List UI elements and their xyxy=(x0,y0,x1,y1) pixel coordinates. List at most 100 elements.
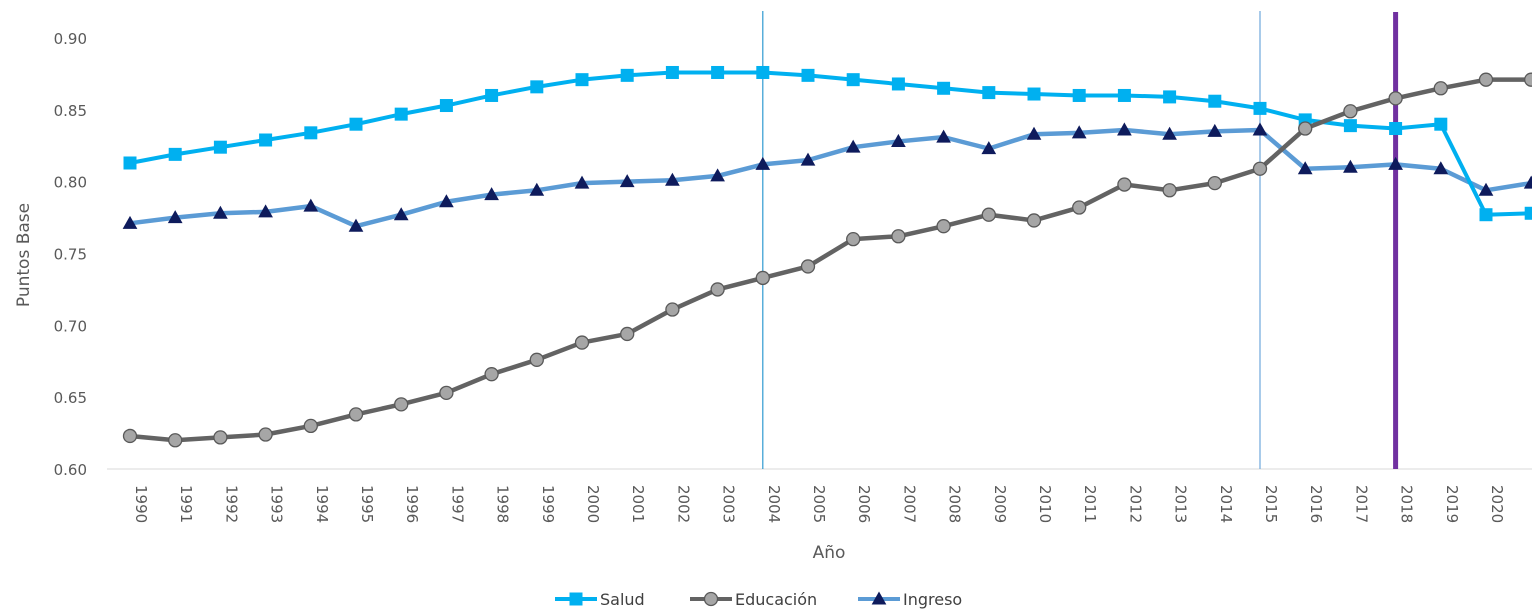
data-point xyxy=(1388,91,1403,106)
data-point xyxy=(756,65,770,79)
data-point xyxy=(936,219,951,234)
data-point xyxy=(845,139,861,153)
data-point xyxy=(665,302,680,317)
x-tick-label: 2017 xyxy=(1352,485,1370,523)
data-point xyxy=(755,156,771,170)
data-point xyxy=(1434,117,1448,131)
data-point xyxy=(1072,200,1087,215)
data-point xyxy=(1253,101,1267,115)
data-point xyxy=(981,207,996,222)
data-point xyxy=(1027,87,1041,101)
data-point xyxy=(1433,161,1449,175)
data-point xyxy=(1207,123,1223,137)
x-tick-label: 2009 xyxy=(991,485,1009,523)
data-point xyxy=(1388,156,1403,170)
data-point xyxy=(484,367,499,382)
data-point xyxy=(439,194,454,208)
legend: Salud Educación Ingreso xyxy=(555,590,962,609)
data-point xyxy=(800,259,816,274)
data-point xyxy=(800,152,816,166)
legend-item-ingreso: Ingreso xyxy=(858,590,962,609)
data-point xyxy=(529,352,544,367)
x-tick-label: 2015 xyxy=(1262,485,1280,523)
series-line xyxy=(129,70,1532,217)
data-point xyxy=(891,77,905,91)
data-point xyxy=(213,430,228,445)
data-point xyxy=(1117,88,1131,102)
series-salud xyxy=(123,65,1532,222)
series-educación xyxy=(122,72,1532,448)
x-tick-label: 2005 xyxy=(810,485,828,523)
x-tick-label: 1991 xyxy=(177,485,195,523)
data-point xyxy=(755,270,770,286)
data-point xyxy=(303,198,319,212)
x-tick-label: 2016 xyxy=(1307,485,1325,523)
x-tick-label: 2020 xyxy=(1488,485,1506,523)
data-point xyxy=(303,418,318,434)
y-axis-title: Puntos Base xyxy=(14,203,34,307)
y-tick-label: 0.65 xyxy=(54,389,87,407)
x-tick-label: 2001 xyxy=(629,485,647,523)
y-tick-label: 0.85 xyxy=(54,102,87,120)
data-point xyxy=(1297,161,1313,175)
data-point xyxy=(1208,94,1222,108)
data-point xyxy=(439,99,453,113)
data-point xyxy=(891,133,906,147)
x-axis-title: Año xyxy=(813,543,846,563)
data-point xyxy=(936,129,951,143)
data-point xyxy=(484,187,499,201)
y-tick-label: 0.90 xyxy=(54,30,87,48)
x-tick-label: 1994 xyxy=(313,485,331,523)
data-point xyxy=(574,335,590,350)
data-point xyxy=(619,174,635,188)
data-point xyxy=(1298,121,1313,136)
x-tick-label: 1993 xyxy=(268,485,286,523)
x-tick-label: 2006 xyxy=(855,485,873,523)
x-tick-label: 2019 xyxy=(1443,485,1461,523)
data-point xyxy=(846,231,861,247)
x-axis-ticks: 1990 1991 1992 1993 1994 1995 1996 1997 1998 1999… xyxy=(132,485,1506,523)
data-point xyxy=(168,433,183,448)
x-tick-label: 2014 xyxy=(1217,485,1235,523)
reference-lines xyxy=(762,11,1399,469)
data-point xyxy=(530,80,544,94)
data-point xyxy=(665,172,680,186)
data-point xyxy=(1026,213,1042,228)
data-point xyxy=(393,207,409,221)
data-point xyxy=(1478,182,1494,196)
data-point xyxy=(1162,126,1177,140)
data-point xyxy=(213,205,228,219)
x-tick-label: 1996 xyxy=(403,485,421,523)
data-point xyxy=(1071,125,1087,139)
data-point xyxy=(168,147,182,161)
legend-marker xyxy=(871,591,887,605)
data-point xyxy=(981,141,997,155)
data-point xyxy=(213,140,227,154)
x-tick-label: 1990 xyxy=(132,485,150,523)
data-point xyxy=(529,182,545,196)
legend-item-salud: Salud xyxy=(555,590,645,609)
data-point xyxy=(258,427,273,442)
data-point xyxy=(394,397,409,412)
data-point xyxy=(1117,177,1132,192)
legend-label: Educación xyxy=(735,590,817,609)
y-tick-label: 0.70 xyxy=(54,317,87,335)
legend-item-educación: Educación xyxy=(690,590,817,609)
x-tick-label: 2002 xyxy=(674,485,692,523)
data-point xyxy=(1252,122,1268,136)
data-point xyxy=(122,428,138,444)
data-point xyxy=(620,68,634,82)
data-point xyxy=(801,68,815,82)
data-point xyxy=(710,168,725,182)
data-point xyxy=(1389,122,1403,136)
data-point xyxy=(846,73,860,87)
data-point xyxy=(122,215,138,229)
series-line xyxy=(129,127,1532,229)
data-point xyxy=(711,65,725,79)
data-point xyxy=(1252,161,1268,176)
x-tick-label: 2013 xyxy=(1172,485,1190,523)
x-tick-label: 2010 xyxy=(1036,485,1054,523)
data-point xyxy=(1207,175,1222,191)
data-point xyxy=(259,133,273,147)
